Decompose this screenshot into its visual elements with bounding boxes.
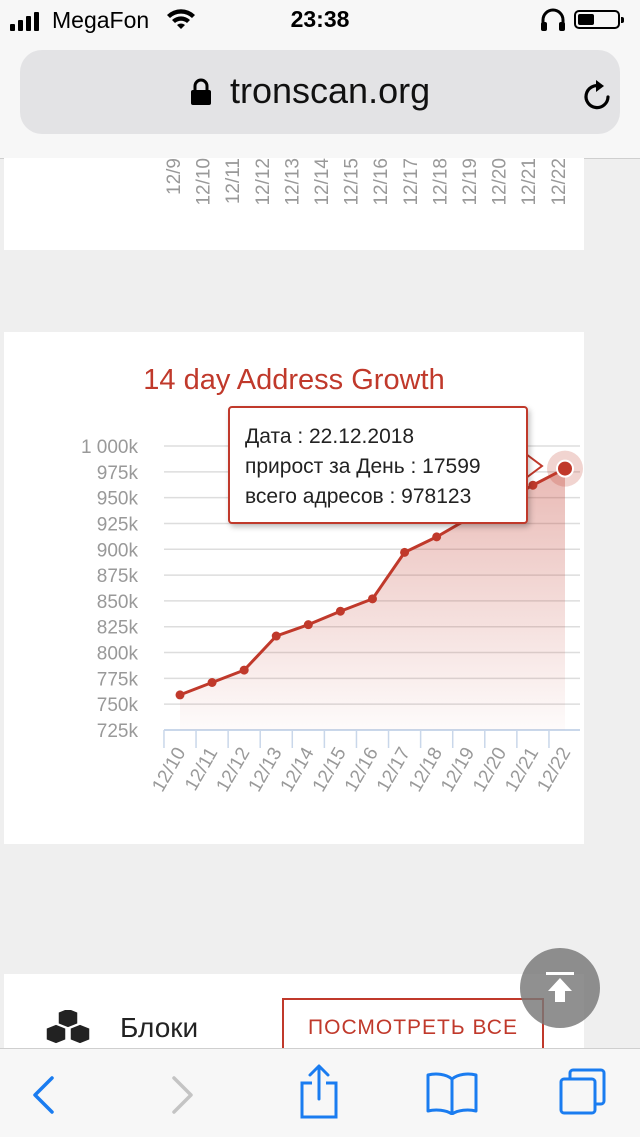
blocks-icon: [45, 1010, 91, 1045]
tooltip-total-addresses: всего адресов : 978123: [245, 485, 472, 508]
chart-tooltip: Дата : 22.12.2018 прирост за День : 1759…: [228, 406, 528, 524]
y-tick-label: 1 000k: [81, 437, 139, 458]
headphones-icon: [541, 8, 565, 31]
data-point[interactable]: [432, 532, 442, 542]
address-bar[interactable]: tronscan.org: [20, 50, 620, 134]
data-point[interactable]: [239, 665, 249, 675]
data-point[interactable]: [335, 606, 345, 616]
y-tick-label: 850k: [97, 592, 139, 613]
y-tick-label: 950k: [97, 489, 139, 510]
y-tick-label: 750k: [97, 695, 139, 716]
data-point[interactable]: [207, 677, 217, 687]
previous-chart-x-tick-label: 12/11: [223, 158, 244, 204]
previous-chart-x-axis: 12/9 12/10 12/11 12/12 12/13 12/14 12/15 12/16 1…: [164, 158, 570, 206]
share-icon[interactable]: [298, 1063, 340, 1119]
y-tick-label: 975k: [97, 463, 139, 484]
battery-icon: [574, 10, 624, 29]
blocks-label: Блоки: [120, 1012, 199, 1043]
data-point[interactable]: [175, 690, 185, 700]
previous-chart-x-tick-label: 12/10: [194, 158, 215, 206]
lock-icon: [191, 78, 211, 105]
carrier-name: MegaFon: [52, 7, 150, 33]
data-point[interactable]: [271, 631, 281, 641]
previous-chart-x-tick-label: 12/14: [312, 158, 333, 206]
y-tick-label: 725k: [97, 721, 139, 742]
blocks-card: Блоки ПОСМОТРЕТЬ ВСЕ: [4, 974, 584, 1056]
data-point[interactable]: [303, 620, 313, 630]
previous-chart-x-tick-label: 12/17: [401, 158, 422, 206]
previous-chart-x-tick-label: 12/9: [164, 158, 185, 195]
tooltip-pointer: [526, 453, 544, 479]
tooltip-date: Дата : 22.12.2018: [245, 425, 415, 448]
chart-title: 14 day Address Growth: [143, 364, 445, 396]
status-bar: MegaFon 23:38: [0, 0, 640, 40]
previous-chart-x-tick-label: 12/15: [342, 158, 363, 206]
previous-chart-x-tick-label: 12/16: [371, 158, 392, 206]
previous-chart-x-tick-label: 12/18: [430, 158, 451, 206]
reload-icon[interactable]: [582, 78, 614, 112]
previous-chart-x-tick-label: 12/20: [490, 158, 511, 206]
y-tick-label: 900k: [97, 540, 139, 561]
previous-chart-x-tick-label: 12/19: [460, 158, 481, 206]
highlighted-data-point[interactable]: [556, 459, 574, 478]
bookmarks-icon[interactable]: [426, 1071, 478, 1115]
x-tick-label: 12/22: [533, 744, 575, 796]
clock: 23:38: [290, 6, 350, 32]
previous-chart-x-tick-label: 12/21: [519, 158, 540, 206]
y-tick-label: 825k: [97, 618, 139, 639]
y-tick-label: 925k: [97, 514, 139, 535]
browser-toolbar: [0, 1048, 640, 1137]
previous-chart-card: 12/9 12/10 12/11 12/12 12/13 12/14 12/15 12/16 1…: [4, 158, 584, 250]
x-tick-label: 12/10: [148, 744, 190, 796]
previous-chart-x-tick-label: 12/13: [282, 158, 303, 206]
tabs-icon[interactable]: [558, 1067, 608, 1117]
y-tick-label: 875k: [97, 566, 139, 587]
scroll-to-top-icon: [546, 972, 574, 1002]
tooltip-daily-growth: прирост за День : 17599: [245, 455, 481, 478]
previous-chart-x-tick-label: 12/22: [549, 158, 570, 206]
forward-arrow-icon[interactable]: [170, 1075, 196, 1115]
back-arrow-icon[interactable]: [30, 1075, 56, 1115]
data-point[interactable]: [528, 480, 538, 490]
y-tick-label: 775k: [97, 669, 139, 690]
data-point[interactable]: [400, 547, 410, 557]
browser-header: tronscan.org: [0, 40, 640, 159]
wifi-icon: [167, 9, 195, 29]
url-text: tronscan.org: [230, 70, 431, 111]
previous-chart-x-tick-label: 12/12: [253, 158, 274, 206]
y-tick-label: 800k: [97, 644, 139, 665]
scroll-to-top-button[interactable]: [520, 948, 600, 1028]
data-point[interactable]: [368, 594, 377, 604]
signal-strength-icon: [10, 12, 39, 31]
